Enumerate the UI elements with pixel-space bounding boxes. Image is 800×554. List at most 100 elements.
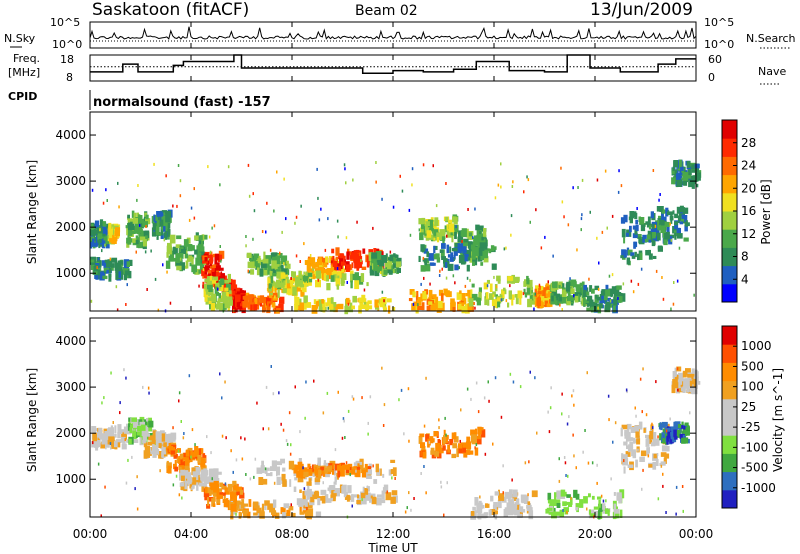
heatmap-cell bbox=[563, 507, 569, 512]
heatmap-cell bbox=[146, 418, 149, 422]
heatmap-cell bbox=[307, 503, 313, 509]
heatmap-cell bbox=[423, 276, 425, 280]
heatmap-cell bbox=[323, 273, 327, 281]
heatmap-cell bbox=[305, 271, 308, 279]
heatmap-cell bbox=[639, 456, 645, 462]
heatmap-cell bbox=[495, 285, 498, 289]
heatmap-cell bbox=[601, 289, 606, 296]
heatmap-cell bbox=[470, 429, 476, 436]
heatmap-cell bbox=[342, 280, 346, 284]
heatmap-cell bbox=[453, 432, 457, 439]
heatmap-cell bbox=[295, 276, 300, 286]
heatmap-cell bbox=[219, 482, 223, 488]
heatmap-cell bbox=[446, 228, 453, 238]
heatmap-cell bbox=[476, 435, 482, 440]
heatmap-cell bbox=[610, 477, 612, 481]
heatmap-cell bbox=[319, 299, 323, 307]
heatmap-cell bbox=[375, 180, 377, 184]
time-tick-label: 08:00 bbox=[275, 527, 310, 541]
heatmap-cell bbox=[607, 394, 610, 398]
freq-series-line bbox=[90, 54, 696, 74]
heatmap-cell bbox=[463, 254, 469, 262]
heatmap-cell bbox=[620, 427, 623, 437]
heatmap-cell bbox=[261, 460, 264, 468]
heatmap-cell bbox=[331, 266, 337, 275]
heatmap-cell bbox=[295, 300, 299, 305]
heatmap-cell bbox=[339, 264, 343, 270]
heatmap-cell bbox=[535, 208, 537, 212]
heatmap-cell bbox=[193, 216, 196, 220]
heatmap-cell bbox=[127, 214, 130, 219]
heatmap-cell bbox=[488, 509, 492, 516]
heatmap-cell bbox=[241, 499, 245, 508]
heatmap-cell bbox=[445, 182, 447, 185]
heatmap-cell bbox=[321, 495, 326, 504]
heatmap-cell bbox=[194, 474, 199, 480]
heatmap-cell bbox=[356, 220, 358, 224]
heatmap-cell bbox=[276, 269, 281, 274]
heatmap-cell bbox=[577, 186, 579, 189]
heatmap-cell bbox=[248, 295, 251, 303]
heatmap-cell bbox=[320, 489, 327, 495]
heatmap-cell bbox=[302, 491, 306, 500]
heatmap-cell bbox=[175, 253, 181, 262]
heatmap-cell bbox=[648, 223, 652, 230]
heatmap-cell bbox=[443, 435, 447, 441]
heatmap-cell bbox=[205, 297, 211, 305]
heatmap-cell bbox=[181, 249, 187, 254]
heatmap-cell bbox=[539, 300, 543, 309]
heatmap-cell bbox=[117, 442, 121, 448]
heatmap-cell bbox=[478, 287, 482, 293]
heatmap-cell bbox=[575, 466, 577, 470]
heatmap-cell bbox=[656, 453, 659, 456]
heatmap-cell bbox=[446, 481, 448, 485]
heatmap-cell bbox=[437, 300, 443, 309]
heatmap-cell bbox=[471, 511, 475, 516]
colorbar-segment bbox=[722, 265, 737, 285]
heatmap-cell bbox=[475, 251, 482, 257]
heatmap-cell bbox=[625, 437, 632, 442]
heatmap-cell bbox=[271, 507, 276, 512]
heatmap-cell bbox=[536, 431, 538, 435]
heatmap-cell bbox=[99, 273, 105, 281]
heatmap-cell bbox=[639, 377, 642, 381]
heatmap-cell bbox=[165, 433, 169, 441]
heatmap-cell bbox=[637, 448, 639, 452]
heatmap-cell bbox=[480, 513, 487, 519]
heatmap-cell bbox=[418, 436, 423, 444]
heatmap-cell bbox=[686, 385, 690, 393]
heatmap-cell bbox=[219, 183, 221, 187]
heatmap-cell bbox=[449, 246, 452, 254]
heatmap-cell bbox=[169, 301, 172, 305]
heatmap-cell bbox=[475, 443, 478, 447]
heatmap-cell bbox=[661, 276, 663, 279]
heatmap-cell bbox=[198, 270, 203, 274]
heatmap-cell bbox=[304, 498, 308, 507]
heatmap-cell bbox=[236, 302, 240, 308]
heatmap-cell bbox=[222, 499, 228, 503]
heatmap-cell bbox=[363, 298, 367, 302]
heatmap-cell bbox=[331, 248, 335, 254]
heatmap-cell bbox=[221, 434, 224, 438]
heatmap-cell bbox=[489, 283, 493, 292]
heatmap-cell bbox=[267, 305, 270, 309]
heatmap-cell bbox=[224, 287, 229, 292]
heatmap-cell bbox=[652, 461, 657, 470]
heatmap-cell bbox=[323, 462, 329, 471]
heatmap-cell bbox=[205, 470, 209, 476]
heatmap-cell bbox=[645, 250, 649, 256]
heatmap-cell bbox=[348, 463, 353, 470]
heatmap-cell bbox=[283, 262, 285, 266]
heatmap-cell bbox=[184, 457, 190, 467]
nave-tick-bottom: 0 bbox=[708, 71, 715, 84]
heatmap-cell bbox=[254, 457, 257, 461]
heatmap-cell bbox=[346, 281, 348, 284]
heatmap-cell bbox=[451, 233, 454, 243]
heatmap-cell bbox=[570, 288, 575, 294]
heatmap-cell bbox=[453, 247, 458, 256]
heatmap-cell bbox=[340, 282, 345, 286]
heatmap-cell bbox=[105, 231, 110, 236]
heatmap-cell bbox=[421, 247, 426, 252]
heatmap-cell bbox=[227, 273, 231, 283]
